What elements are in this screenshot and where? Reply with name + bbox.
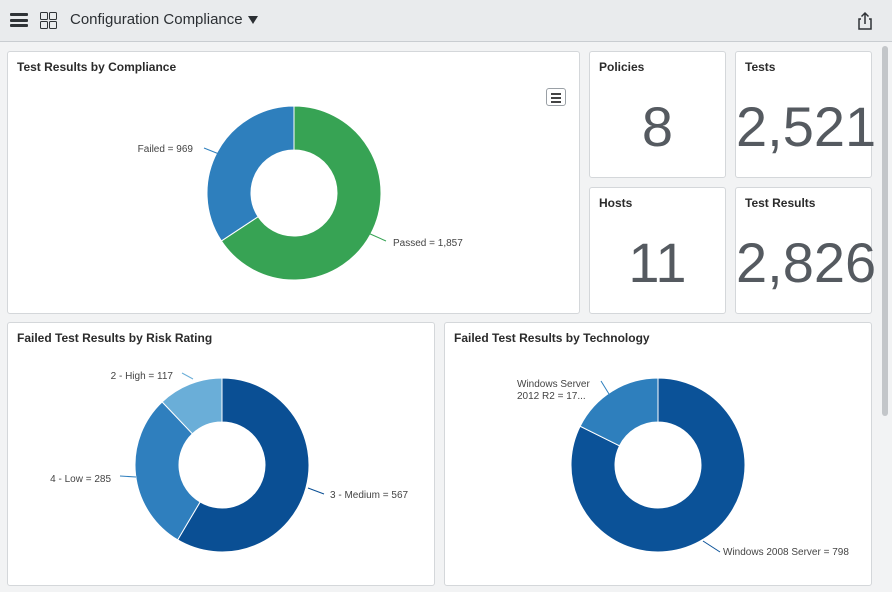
windows-2012-data-label-line1: Windows Server (517, 379, 590, 390)
stat-value: 2,521 (736, 95, 877, 158)
failed-slice[interactable] (206, 105, 295, 242)
stat-value: 11 (628, 231, 687, 294)
chart-title: Test Results by Compliance (17, 60, 177, 74)
test-results-stat-card[interactable]: Test Results 2,826 (735, 187, 877, 314)
risk-rating-donut-chart: 2 - High = 117 4 - Low = 285 3 - Medium … (50, 371, 409, 553)
chart-title: Failed Test Results by Technology (454, 331, 650, 345)
risk-rating-chart-card: Failed Test Results by Risk Rating 2 - H… (7, 322, 435, 586)
stat-value: 2,826 (736, 231, 877, 294)
medium-leader-line (307, 487, 325, 495)
policies-stat-card[interactable]: Policies 8 (589, 51, 726, 178)
chart-title: Failed Test Results by Risk Rating (17, 331, 213, 345)
compliance-chart-card: Test Results by Compliance Failed = 969 … (7, 51, 580, 314)
chart-menu-button[interactable] (546, 88, 566, 106)
medium-data-label: 3 - Medium = 567 (330, 490, 409, 501)
compliance-donut-chart: Failed = 969 Passed = 1,857 (138, 105, 463, 281)
low-data-label: 4 - Low = 285 (50, 474, 111, 485)
tests-stat-card[interactable]: Tests 2,521 (735, 51, 877, 178)
technology-donut-chart: Windows Server 2012 R2 = 17... Windows 2… (517, 377, 849, 558)
low-slice[interactable] (134, 401, 201, 541)
scrollbar-thumb[interactable] (882, 46, 888, 416)
high-slice[interactable] (161, 377, 223, 435)
medium-slice[interactable] (176, 377, 310, 553)
stat-label: Test Results (745, 196, 816, 210)
hosts-stat-card[interactable]: Hosts 11 (589, 187, 726, 314)
stat-label: Hosts (599, 196, 633, 210)
chevron-down-icon[interactable] (248, 16, 258, 24)
passed-slice[interactable] (220, 105, 382, 281)
windows-2008-slice[interactable] (570, 377, 746, 553)
stat-value: 8 (641, 95, 674, 158)
stat-label: Policies (599, 60, 645, 74)
page-title[interactable]: Configuration Compliance (70, 11, 243, 28)
windows-2008-leader-line (702, 540, 721, 553)
failed-data-label: Failed = 969 (138, 144, 194, 155)
technology-chart-card: Failed Test Results by Technology Window… (444, 322, 872, 586)
top-bar: Configuration Compliance (0, 0, 892, 42)
high-data-label: 2 - High = 117 (111, 371, 174, 382)
windows-2012-data-label-line2: 2012 R2 = 17... (517, 391, 586, 402)
low-leader-line (119, 475, 137, 478)
windows-2012-slice[interactable] (579, 377, 659, 447)
failed-leader-line (203, 147, 220, 155)
windows-2008-data-label: Windows 2008 Server = 798 (723, 547, 849, 558)
share-icon[interactable] (856, 11, 874, 31)
stat-label: Tests (745, 60, 776, 74)
windows-2012-leader-line (600, 380, 610, 395)
vertical-scrollbar[interactable] (881, 44, 889, 588)
passed-data-label: Passed = 1,857 (393, 238, 463, 249)
high-leader-line (181, 372, 194, 380)
menu-icon[interactable] (10, 13, 28, 27)
passed-leader-line (367, 232, 387, 242)
dashboard-grid-icon[interactable] (40, 12, 58, 30)
